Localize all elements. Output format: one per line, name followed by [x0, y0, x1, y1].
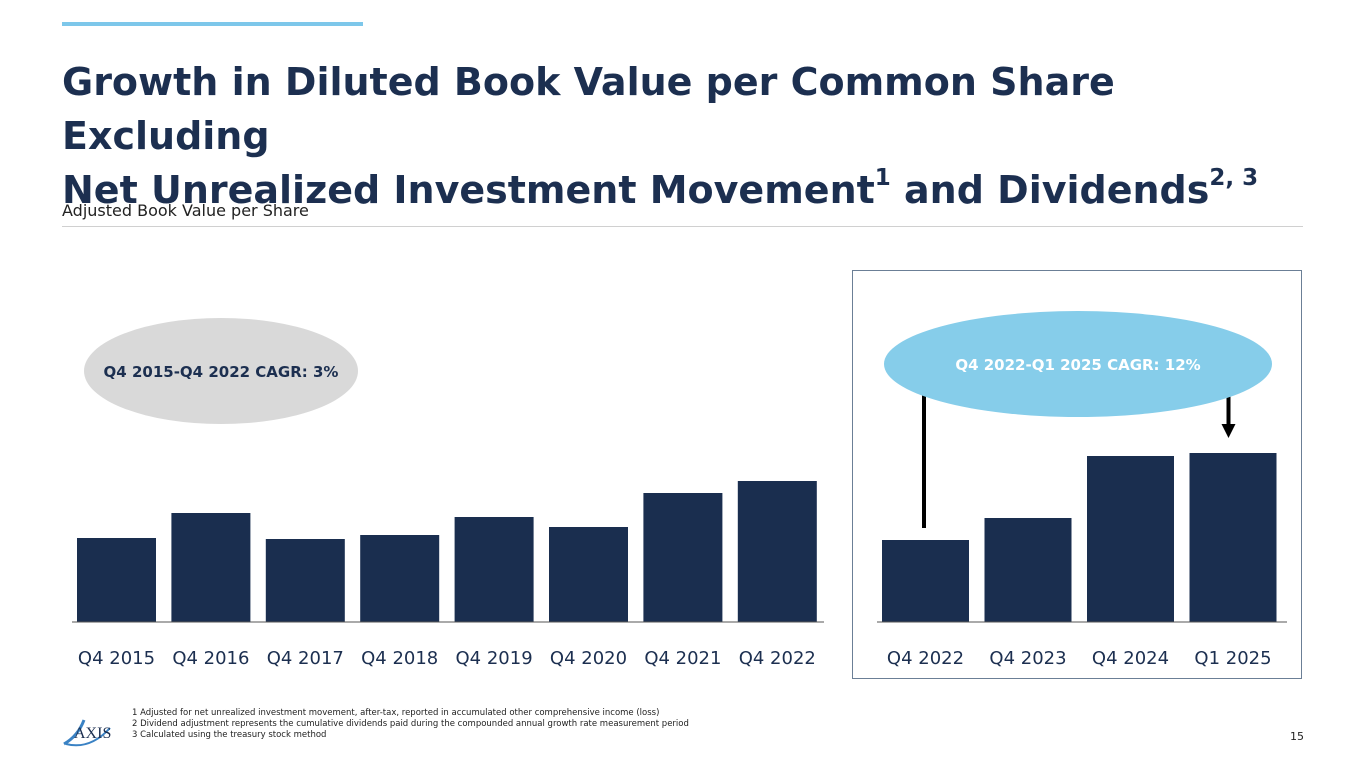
cagr-label-right: Q4 2022-Q1 2025 CAGR: 12%: [955, 356, 1200, 374]
bar-left-8: [737, 481, 817, 622]
title-footnote-ref-1: 1: [874, 165, 891, 191]
bar-right-3: [1087, 456, 1174, 622]
x-tick-label-left-2: Q4 2016: [172, 648, 249, 669]
right-chart-panel: [852, 270, 1302, 679]
footnotes: 1 Adjusted for net unrealized investment…: [132, 708, 689, 741]
footnote-3: 3 Calculated using the treasury stock me…: [132, 730, 327, 740]
page-title: Growth in Diluted Book Value per Common …: [62, 55, 1322, 217]
footnote-2: 2 Dividend adjustment represents the cum…: [132, 719, 689, 729]
bar-left-3: [265, 539, 345, 622]
page-number: 15: [1290, 730, 1304, 743]
chart-subtitle: Adjusted Book Value per Share: [62, 201, 309, 220]
cagr-arrow-head: [1221, 424, 1236, 438]
bar-left-7: [643, 493, 723, 622]
x-tick-label-left-8: Q4 2022: [739, 648, 816, 669]
cagr-bubble-left: [84, 318, 358, 424]
title-footnote-ref-2-3: 2, 3: [1209, 165, 1259, 191]
title-line-1: Growth in Diluted Book Value per Common …: [62, 60, 1115, 158]
x-tick-label-left-6: Q4 2020: [550, 648, 627, 669]
x-tick-label-left-3: Q4 2017: [267, 648, 344, 669]
x-tick-label-left-1: Q4 2015: [78, 648, 155, 669]
footnote-1: 1 Adjusted for net unrealized investment…: [132, 708, 660, 718]
cagr-label-left: Q4 2015-Q4 2022 CAGR: 3%: [104, 363, 339, 381]
x-tick-label-left-7: Q4 2021: [644, 648, 721, 669]
bar-left-5: [454, 517, 534, 622]
x-tick-label-right-1: Q4 2022: [887, 648, 964, 669]
title-line-2: Net Unrealized Investment Movement: [62, 168, 875, 212]
x-tick-label-left-4: Q4 2018: [361, 648, 438, 669]
bar-left-4: [360, 535, 440, 622]
top-accent-rule: [62, 22, 363, 26]
bar-right-4: [1189, 453, 1277, 622]
axis-logo: AXIS: [60, 710, 120, 754]
bar-left-1: [77, 538, 156, 622]
logo-text: AXIS: [74, 725, 111, 742]
bar-right-1: [882, 540, 969, 622]
x-tick-label-left-5: Q4 2019: [456, 648, 533, 669]
x-tick-label-right-3: Q4 2024: [1092, 648, 1169, 669]
bar-left-6: [549, 527, 628, 622]
subtitle-divider: [62, 226, 1303, 227]
x-tick-label-right-4: Q1 2025: [1194, 648, 1271, 669]
title-line-2-end: and Dividends: [890, 168, 1210, 212]
bar-left-2: [171, 513, 251, 622]
bar-right-2: [984, 518, 1072, 622]
x-tick-label-right-2: Q4 2023: [989, 648, 1066, 669]
cagr-bubble-right: [884, 311, 1272, 417]
